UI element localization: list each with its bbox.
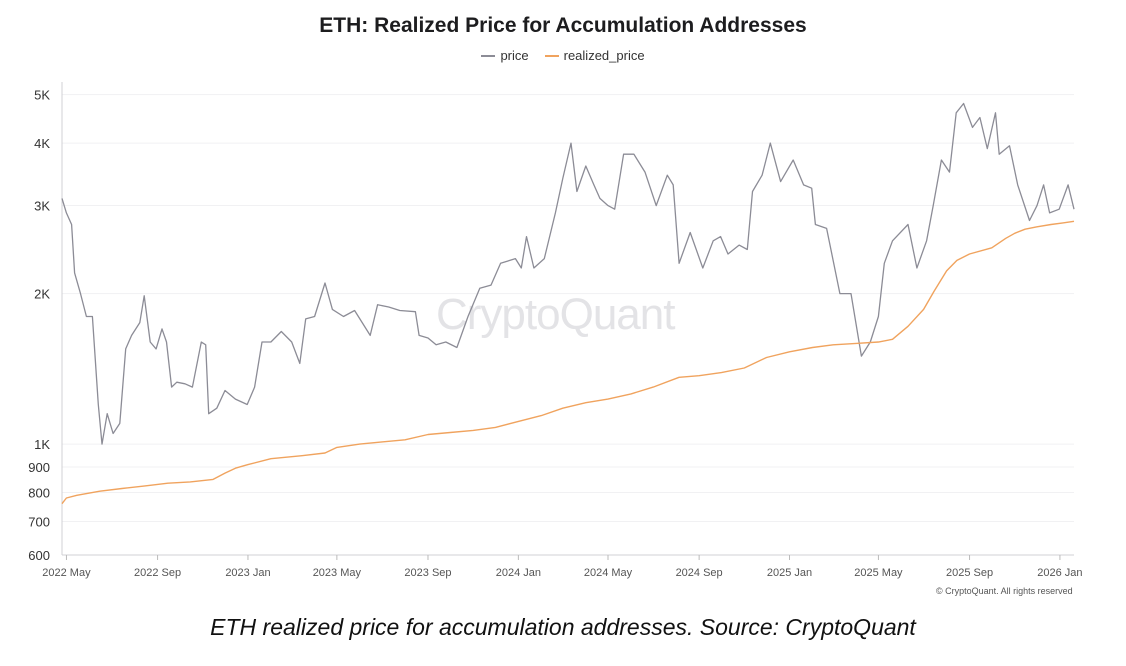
y-tick-label: 2K [34, 287, 50, 302]
x-tick-label: 2024 Jan [496, 567, 541, 579]
x-tick-label: 2023 Sep [404, 567, 451, 579]
chart-legend: price realized_price [0, 48, 1126, 63]
x-tick-label: 2025 May [854, 567, 903, 579]
y-tick-label: 3K [34, 199, 50, 214]
axis-layer: 600 700 800 900 1K 2K 3K 4K 5K 2022 May 2022 Sep 20… [28, 82, 1083, 579]
x-tick-label: 2025 Jan [767, 567, 812, 579]
legend-label-price: price [500, 48, 529, 63]
x-tick-label: 2024 Sep [676, 567, 723, 579]
series-line-realized-price [61, 220, 1075, 505]
y-tick-label: 1K [34, 437, 50, 452]
x-tick-label: 2024 May [584, 567, 633, 579]
chart-title: ETH: Realized Price for Accumulation Add… [319, 14, 807, 37]
y-tick-label: 600 [28, 548, 50, 563]
copyright-notice: © CryptoQuant. All rights reserved [936, 586, 1073, 596]
legend-label-realized-price: realized_price [563, 48, 645, 63]
x-tick-label: 2025 Sep [946, 567, 993, 579]
y-tick-label: 700 [28, 515, 50, 530]
legend-swatch-realized-price [544, 54, 559, 57]
grid-layer [62, 94, 1074, 556]
legend-item-realized-price[interactable]: realized_price [544, 48, 645, 63]
y-tick-label: 900 [28, 460, 50, 475]
x-tick-label: 2023 Jan [225, 567, 270, 579]
x-tick-label: 2023 May [313, 567, 362, 579]
series-layer [61, 102, 1075, 505]
legend-swatch-price [481, 54, 496, 57]
y-tick-label: 4K [34, 136, 50, 151]
legend-item-price[interactable]: price [481, 48, 529, 63]
figure-caption: ETH realized price for accumulation addr… [210, 614, 916, 640]
x-tick-label: 2026 Jan [1037, 567, 1082, 579]
series-line-price [61, 102, 1075, 445]
y-tick-label: 5K [34, 88, 50, 103]
y-tick-label: 800 [28, 486, 50, 501]
x-tick-label: 2022 Sep [134, 567, 181, 579]
x-tick-label: 2022 May [42, 567, 91, 579]
line-chart: 600 700 800 900 1K 2K 3K 4K 5K 2022 May 2022 Sep 20… [28, 82, 1083, 579]
